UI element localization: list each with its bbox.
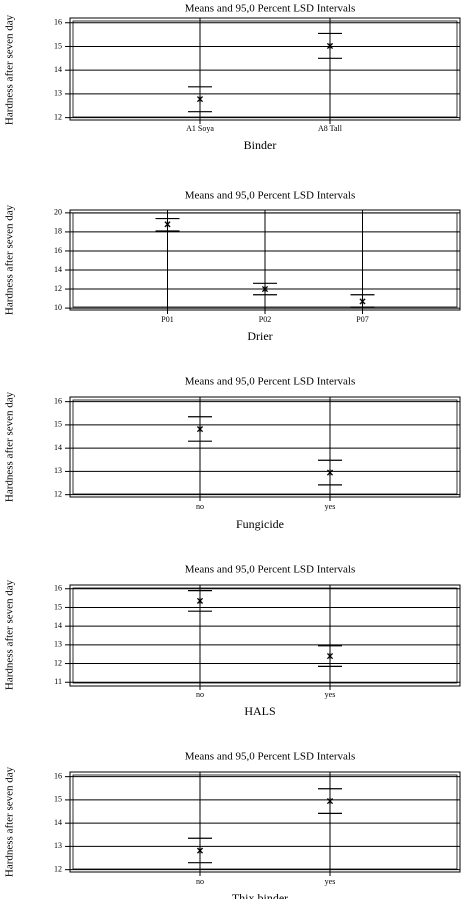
y-tick-label: 13: [54, 466, 62, 475]
plot-frame-outer: [69, 17, 461, 121]
y-tick-label: 12: [54, 865, 62, 874]
chart-thix-binder: Means and 95,0 Percent LSD Intervals Hard…: [0, 720, 465, 899]
y-axis-label: Hardness after seven day: [4, 391, 16, 502]
x-tick-label: yes: [325, 502, 336, 511]
y-tick-label: 10: [54, 303, 62, 312]
chart-title: Means and 95,0 Percent LSD Intervals: [185, 564, 355, 576]
chart-title: Means and 95,0 Percent LSD Intervals: [185, 751, 355, 763]
y-tick-label: 14: [54, 265, 62, 274]
plot-frame-outer: [69, 771, 461, 873]
mean-marker: [326, 469, 334, 476]
y-tick-label: 14: [54, 443, 62, 452]
mean-marker: [326, 797, 334, 805]
y-tick-label: 16: [54, 584, 62, 593]
chart-fungicide-svg: Means and 95,0 Percent LSD Intervals Hard…: [4, 376, 461, 531]
x-tick-label: P01: [161, 315, 173, 324]
y-tick-label: 13: [54, 89, 62, 98]
chart-title: Means and 95,0 Percent LSD Intervals: [185, 3, 355, 15]
y-tick-label: 12: [54, 112, 62, 121]
plot-frame-inner: [72, 399, 458, 495]
plot-frame-inner: [72, 774, 458, 870]
x-tick-label: no: [196, 690, 204, 699]
y-axis-label: Hardness after seven day: [4, 204, 16, 315]
y-tick-label: 15: [54, 41, 62, 50]
y-tick-label: 16: [54, 396, 62, 405]
x-axis-label: Binder: [244, 138, 277, 152]
chart-title: Means and 95,0 Percent LSD Intervals: [185, 190, 355, 202]
y-tick-label: 12: [54, 490, 62, 499]
chart-hals: Means and 95,0 Percent LSD Intervals Hard…: [0, 540, 465, 720]
chart-fungicide: Means and 95,0 Percent LSD Intervals Hard…: [0, 360, 465, 540]
y-axis-label: Hardness after seven day: [4, 766, 16, 877]
x-tick-label: yes: [325, 690, 336, 699]
chart-hals-svg: Means and 95,0 Percent LSD Intervals Hard…: [4, 564, 461, 718]
x-tick-label: P02: [259, 315, 271, 324]
y-axis-label: Hardness after seven day: [4, 14, 16, 125]
y-tick-label: 15: [54, 795, 62, 804]
y-tick-label: 18: [54, 227, 62, 236]
chart-title: Means and 95,0 Percent LSD Intervals: [185, 376, 355, 388]
x-axis-label: Thix binder: [232, 891, 288, 899]
y-tick-label: 15: [54, 602, 62, 611]
mean-marker: [326, 652, 334, 660]
y-tick-label: 14: [54, 818, 62, 827]
plot-frame-outer: [69, 396, 461, 498]
y-tick-label: 15: [54, 420, 62, 429]
x-tick-label: A1 Soya: [186, 124, 214, 133]
chart-drier-svg: Means and 95,0 Percent LSD Intervals Hard…: [4, 190, 461, 343]
y-tick-label: 13: [54, 640, 62, 649]
mean-marker: [164, 221, 171, 228]
x-axis-label: Fungicide: [236, 517, 284, 531]
y-tick-label: 12: [54, 284, 62, 293]
x-axis-label: HALS: [244, 704, 275, 718]
x-tick-label: yes: [325, 877, 336, 886]
y-axis-label: Hardness after seven day: [4, 579, 16, 690]
x-tick-label: A8 Tall: [318, 124, 343, 133]
y-tick-label: 16: [54, 246, 62, 255]
mean-marker: [261, 285, 269, 293]
y-tick-label: 14: [54, 65, 62, 74]
x-tick-label: P07: [356, 315, 368, 324]
plot-frame-inner: [72, 20, 458, 118]
x-axis-label: Drier: [247, 329, 272, 343]
y-tick-label: 20: [54, 208, 62, 217]
x-tick-label: no: [196, 877, 204, 886]
chart-binder: Means and 95,0 Percent LSD Intervals Hard…: [0, 0, 465, 180]
y-tick-label: 16: [54, 771, 62, 780]
mean-marker: [196, 425, 204, 433]
y-tick-label: 14: [54, 621, 62, 630]
chart-drier: Means and 95,0 Percent LSD Intervals Hard…: [0, 180, 465, 360]
mean-marker: [196, 847, 204, 854]
plot-frame-inner: [72, 587, 458, 684]
y-tick-label: 16: [54, 18, 62, 27]
y-tick-label: 12: [54, 658, 62, 667]
mean-marker: [326, 42, 334, 50]
y-tick-label: 11: [54, 677, 62, 686]
mean-marker: [196, 95, 204, 103]
y-tick-label: 13: [54, 841, 62, 850]
chart-thix-binder-svg: Means and 95,0 Percent LSD Intervals Hard…: [4, 751, 461, 899]
plot-frame-outer: [69, 584, 461, 687]
chart-binder-svg: Means and 95,0 Percent LSD Intervals Hard…: [4, 3, 461, 152]
x-tick-label: no: [196, 502, 204, 511]
mean-marker: [196, 597, 204, 605]
mean-marker: [359, 298, 366, 305]
